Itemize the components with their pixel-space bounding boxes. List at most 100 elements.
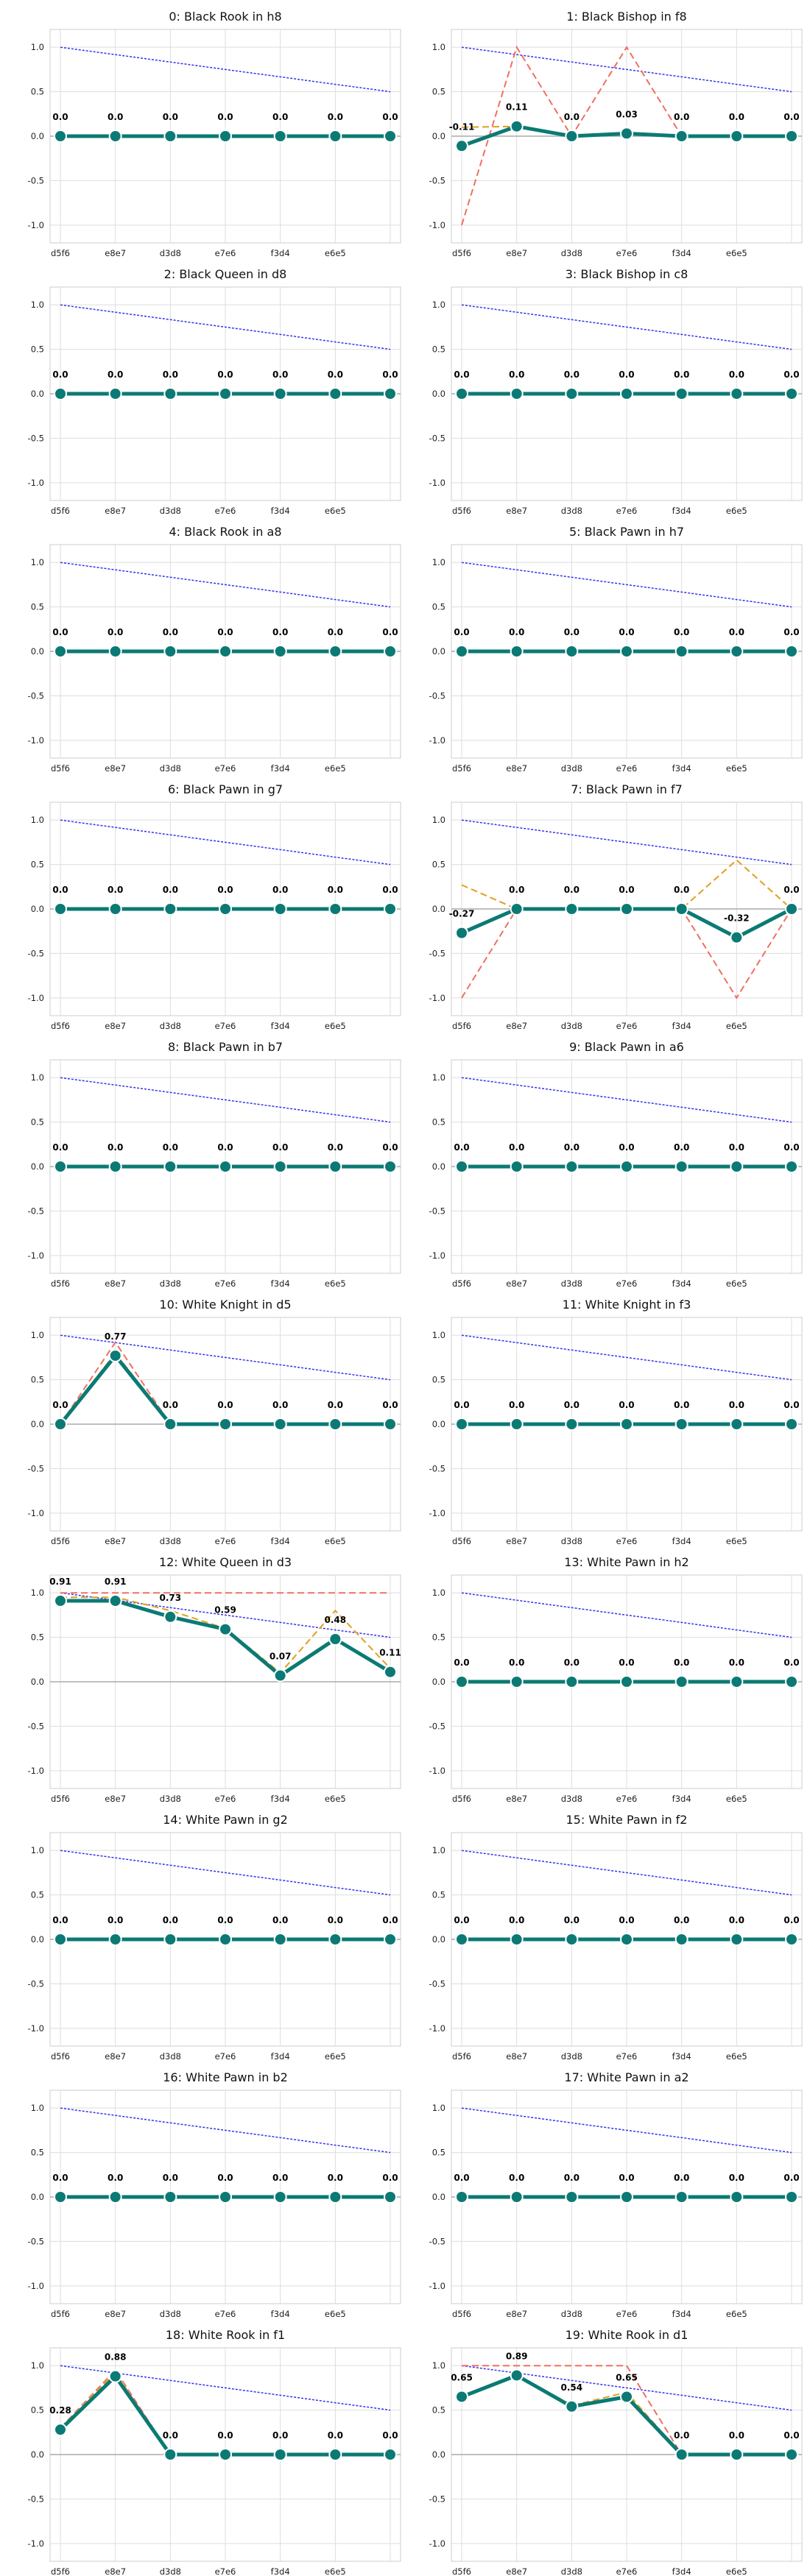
data-label: 0.0 (52, 627, 68, 637)
x-tick-label: d5f6 (452, 1536, 471, 1546)
x-tick-label: e6e5 (726, 506, 747, 516)
data-point (384, 2190, 397, 2204)
y-tick-label: 0.5 (31, 87, 44, 97)
x-tick-label: e8e7 (105, 248, 126, 258)
x-tick-label: e8e7 (506, 763, 527, 774)
data-point (620, 387, 633, 400)
y-tick-label: 0.0 (31, 904, 44, 914)
y-tick-label: -1.0 (429, 478, 446, 488)
data-label: 0.0 (564, 1657, 580, 1668)
data-point (163, 902, 177, 916)
panel-14: 14: White Pawn in g2 1.0 0.5 0.0 -0.5 -1.0 d5f… (28, 1813, 401, 2062)
data-point (54, 130, 67, 143)
data-point (455, 2190, 468, 2204)
data-label: 0.0 (619, 1915, 634, 1925)
data-label: 0.0 (783, 627, 799, 637)
y-tick-label: 0.0 (432, 131, 446, 141)
data-point (675, 902, 688, 916)
x-tick-label: d5f6 (51, 1021, 70, 1031)
data-point (565, 130, 579, 143)
data-label: 0.0 (163, 369, 178, 380)
x-tick-label: e8e7 (105, 1021, 126, 1031)
data-label: 0.0 (674, 1915, 689, 1925)
panel-15: 15: White Pawn in f2 1.0 0.5 0.0 -0.5 -1.0 d5f… (429, 1813, 803, 2062)
data-label: 0.0 (729, 369, 744, 380)
data-point (273, 1418, 287, 1431)
data-label: 0.0 (328, 2173, 343, 2183)
panel-title: 2: Black Queen in d8 (164, 267, 287, 281)
data-label: 0.65 (451, 2372, 473, 2382)
y-tick-label: -0.5 (429, 690, 446, 701)
data-point (108, 130, 122, 143)
data-label: 0.0 (52, 885, 68, 895)
data-point (54, 1594, 67, 1608)
data-point (510, 2368, 524, 2382)
data-label: 0.0 (509, 885, 524, 895)
data-label: 0.03 (616, 109, 638, 119)
data-label: 0.0 (328, 627, 343, 637)
panel-11: 11: White Knight in f3 1.0 0.5 0.0 -0.5 -1.0 d… (429, 1298, 803, 1546)
y-tick-label: 1.0 (432, 300, 446, 310)
data-point (108, 645, 122, 658)
data-point (730, 645, 744, 658)
data-label: 0.0 (783, 885, 799, 895)
y-tick-label: -1.0 (28, 993, 44, 1003)
data-point (108, 1933, 122, 1946)
data-point (785, 645, 798, 658)
series-line-trend (60, 46, 391, 93)
x-tick-label: f3d4 (271, 2051, 290, 2062)
panel-title: 8: Black Pawn in b7 (168, 1040, 283, 1054)
y-tick-label: 1.0 (31, 815, 44, 825)
data-label: 0.0 (729, 2430, 744, 2441)
data-label: 0.0 (52, 369, 68, 380)
y-tick-label: 0.5 (31, 860, 44, 870)
panel-13: 13: White Pawn in h2 1.0 0.5 0.0 -0.5 -1.0 d5f… (429, 1555, 803, 1804)
data-label: 0.0 (108, 112, 123, 122)
data-label: 0.0 (564, 627, 580, 637)
y-tick-label: -1.0 (429, 2281, 446, 2291)
data-label: 0.0 (509, 1142, 524, 1153)
x-tick-label: e8e7 (506, 506, 527, 516)
panel-title: 16: White Pawn in b2 (163, 2070, 288, 2084)
data-label: 0.0 (783, 1915, 799, 1925)
data-point (455, 1418, 468, 1431)
y-tick-label: 0.5 (432, 1375, 446, 1385)
x-tick-label: d3d8 (561, 2051, 582, 2062)
x-tick-label: f3d4 (271, 248, 290, 258)
data-label: 0.0 (509, 369, 524, 380)
x-tick-label: f3d4 (271, 2309, 290, 2319)
x-tick-label: e6e5 (726, 2309, 747, 2319)
data-point (108, 1160, 122, 1173)
data-label: 0.0 (729, 627, 744, 637)
y-tick-label: 0.5 (432, 602, 446, 612)
data-point (510, 119, 524, 133)
data-point (455, 2390, 468, 2404)
data-point (163, 1933, 177, 1946)
y-tick-label: 0.0 (31, 389, 44, 399)
data-point (675, 387, 688, 400)
x-tick-label: f3d4 (672, 248, 691, 258)
data-label: 0.0 (163, 2430, 178, 2441)
data-point (108, 387, 122, 400)
series-line-trend (60, 1077, 391, 1123)
data-point (455, 926, 468, 940)
data-point (273, 387, 287, 400)
x-tick-label: d3d8 (561, 763, 582, 774)
y-tick-label: 0.5 (31, 1375, 44, 1385)
x-tick-label: e8e7 (506, 2051, 527, 2062)
data-point (219, 1933, 232, 1946)
panel-title: 19: White Rook in d1 (566, 2328, 688, 2342)
data-point (219, 2190, 232, 2204)
data-point (219, 902, 232, 916)
series-line-trend (461, 1850, 792, 1896)
x-tick-label: e8e7 (105, 1794, 126, 1804)
data-label: 0.0 (619, 1400, 634, 1410)
x-tick-label: d5f6 (452, 2051, 471, 2062)
y-tick-label: 0.5 (432, 1890, 446, 1900)
y-tick-label: 0.0 (432, 389, 446, 399)
y-tick-label: -1.0 (429, 220, 446, 230)
series-line-red-dashed (461, 45, 792, 226)
data-label: 0.0 (729, 1142, 744, 1153)
panel-title: 11: White Knight in f3 (563, 1298, 691, 1312)
y-tick-label: -1.0 (28, 1250, 44, 1261)
